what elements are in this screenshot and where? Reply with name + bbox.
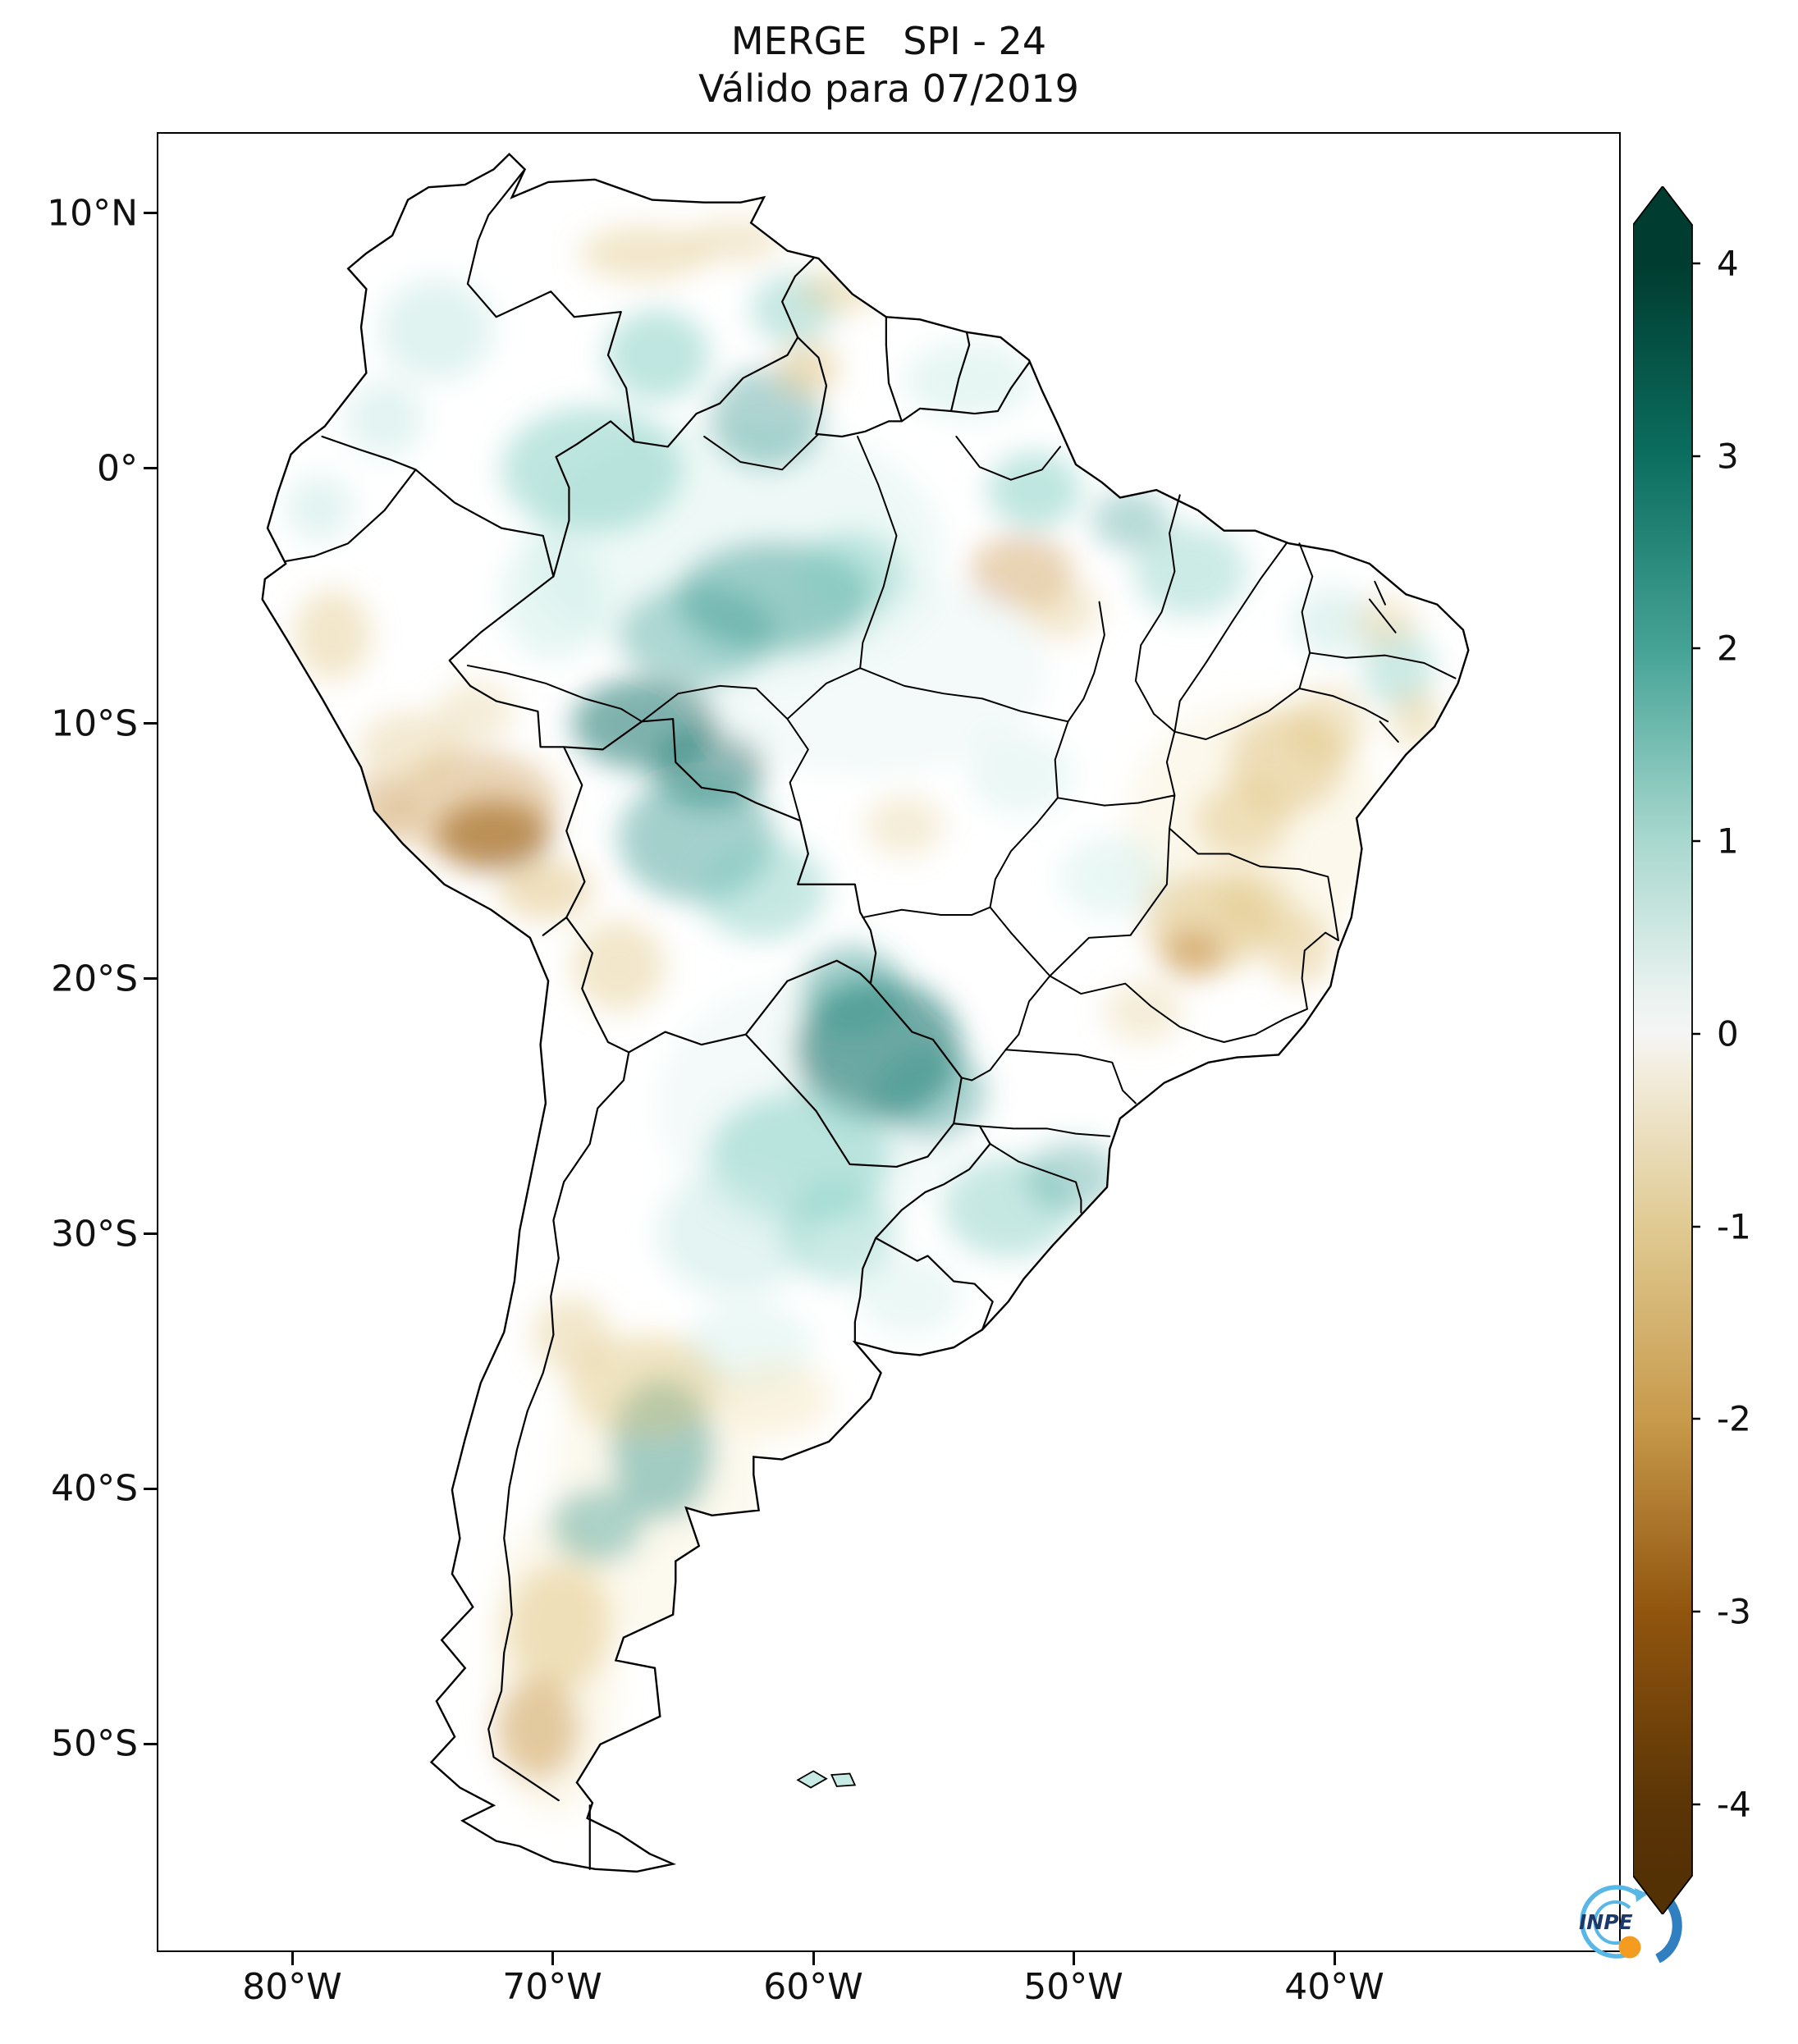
south-america-map — [158, 134, 1619, 1950]
y-tick-label: 20°S — [51, 958, 138, 1000]
x-tick-label: 60°W — [763, 1966, 863, 2008]
spi-anomaly-field — [286, 217, 1443, 1818]
colorbar-tick-label: 0 — [1717, 1013, 1739, 1054]
colorbar-tick-label: -1 — [1717, 1206, 1751, 1247]
colorbar-tick-label: -3 — [1717, 1591, 1751, 1632]
colorbar-tick-marks — [1692, 262, 1700, 1806]
map-frame: INPE — [157, 132, 1682, 1964]
colorbar-upper-extend — [1633, 186, 1692, 225]
falkland-islands — [798, 1771, 855, 1787]
inpe-logo-text: INPE — [1579, 1910, 1633, 1934]
inpe-swirl-arrowhead-icon — [1635, 1888, 1648, 1902]
inpe-orange-ball-icon — [1618, 1936, 1641, 1959]
inpe-swirl-inner-icon — [1593, 1900, 1631, 1945]
x-tick-mark — [812, 1952, 815, 1965]
colorbar-tick-label: 2 — [1717, 628, 1739, 669]
y-tick-label: 10°N — [47, 192, 138, 235]
y-tick-mark — [144, 212, 157, 214]
y-tick-mark — [144, 467, 157, 469]
y-tick-mark — [144, 1232, 157, 1235]
colorbar-gradient-bar — [1633, 225, 1692, 1876]
colorbar-tick-label: 1 — [1717, 821, 1739, 862]
chart-subtitle: Válido para 07/2019 — [698, 66, 1079, 111]
y-tick-label: 30°S — [51, 1213, 138, 1255]
x-tick-label: 50°W — [1023, 1966, 1123, 2008]
x-tick-label: 70°W — [502, 1966, 602, 2008]
colorbar-tick-label: -4 — [1717, 1784, 1751, 1825]
chart-title: MERGE SPI - 24 — [730, 19, 1047, 63]
y-tick-mark — [144, 977, 157, 980]
country-borders — [286, 169, 1029, 1868]
colorbar-tick-label: 3 — [1717, 436, 1739, 477]
y-tick-mark — [144, 722, 157, 725]
state-borders — [468, 434, 1456, 1213]
colorbar-lower-extend — [1633, 1876, 1692, 1914]
x-tick-mark — [551, 1952, 554, 1965]
x-tick-label: 80°W — [242, 1966, 342, 2008]
inpe-swirl-outer-icon — [1580, 1885, 1640, 1959]
y-tick-mark — [144, 1488, 157, 1490]
x-tick-label: 40°W — [1284, 1966, 1384, 2008]
y-tick-label: 10°S — [51, 702, 138, 745]
y-tick-label: 50°S — [51, 1722, 138, 1765]
y-tick-label: 40°S — [51, 1467, 138, 1510]
colorbar-tick-label: 4 — [1717, 243, 1739, 284]
x-tick-mark — [291, 1952, 294, 1965]
x-tick-mark — [1334, 1952, 1336, 1965]
x-tick-mark — [1073, 1952, 1075, 1965]
colorbar-tick-label: -2 — [1717, 1398, 1751, 1439]
y-tick-mark — [144, 1743, 157, 1745]
colorbar — [1633, 186, 1700, 1914]
y-tick-label: 0° — [97, 447, 138, 490]
colorbar-outline — [1633, 186, 1693, 1914]
